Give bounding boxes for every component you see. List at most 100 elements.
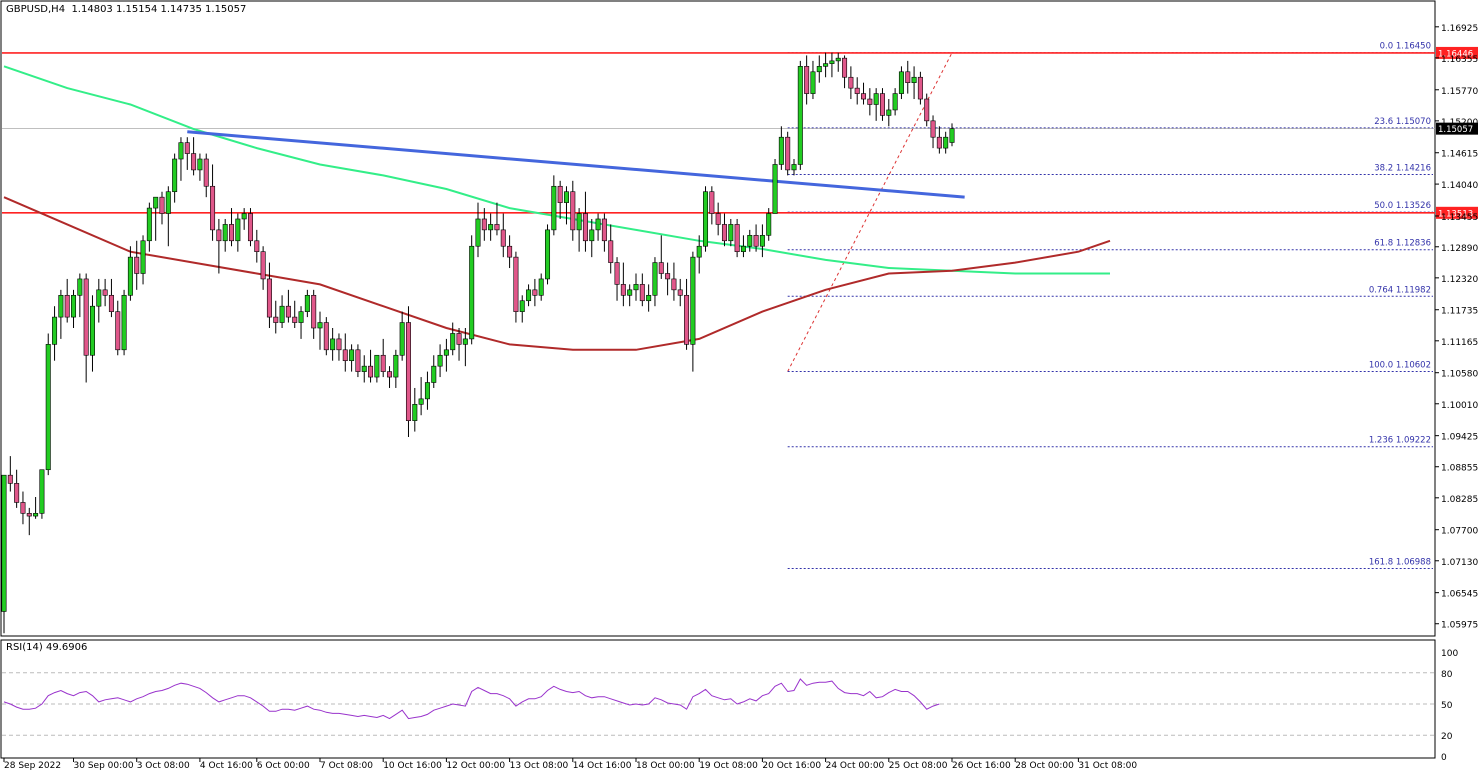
bull-candle [450,333,456,351]
time-tick-label: 6 Oct 00:00 [257,761,310,771]
bull-candle [317,322,323,329]
bull-candle [298,311,304,323]
bull-candle [197,158,203,171]
price-tick-label: 1.10580 [1441,370,1478,380]
horizontal-level-label: 1.16446 [1438,49,1473,59]
bear-candle [229,224,235,242]
bear-candle [14,483,20,503]
bear-candle [83,278,89,356]
candles-layer [1,52,955,634]
rsi-tick-label: 100 [1441,649,1458,659]
bear-candle [247,213,253,242]
time-tick-label: 7 Oct 08:00 [320,761,373,771]
grid-layer [0,0,1436,759]
symbol-label: GBPUSD,H4 [6,4,66,15]
time-tick-label: 24 Oct 00:00 [826,761,885,771]
bull-candle [424,382,430,400]
bull-candle [791,164,797,171]
bear-candle [715,213,721,225]
bull-candle [475,218,481,247]
price-tick-label: 1.16925 [1441,24,1478,34]
bull-candle [418,398,424,405]
bear-candle [532,289,538,296]
bear-candle [102,289,108,296]
bear-candle [557,185,563,203]
bull-candle [589,229,595,242]
bear-candle [184,142,190,154]
bull-candle [33,513,39,517]
bull-candle [235,218,241,242]
bear-candle [260,251,266,280]
bull-candle [279,305,285,323]
horizontal-level-label: 1.13513 [1438,209,1473,219]
bear-candle [721,224,727,242]
fibonacci-layer: 0.0 1.16450 23.6 1.15070 38.2 1.14216 50.0 … [787,42,1433,570]
bear-candle [753,235,759,247]
horizontal-level-box [1436,206,1478,219]
moving-average-line [3,196,1111,351]
bear-candle [848,76,854,89]
bull-candle [172,158,178,193]
bull-candle [778,136,784,165]
bull-candle [551,185,557,231]
bull-candle [374,354,380,378]
price-axis-layer: 1.16925 1.16355 1.15770 1.15200 1.14615 1.140… [1435,24,1478,631]
bull-candle [165,191,171,214]
bull-candle [633,284,639,291]
price-tick-label: 1.14615 [1441,150,1478,160]
bull-candle [519,300,525,312]
bull-candle [886,109,892,116]
bull-candle [178,142,184,160]
current-price-label: 1.15057 [1438,125,1473,135]
bull-candle [892,93,898,111]
time-tick-label: 28 Oct 00:00 [1015,761,1074,771]
bull-candle [747,235,753,247]
price-tick-label: 1.12890 [1441,244,1478,254]
bull-candle [835,57,841,62]
fibonacci-level-label: 38.2 1.14216 [1374,163,1431,173]
bull-candle [241,213,247,220]
bull-candle [77,278,83,296]
bear-candle [203,158,209,187]
bear-candle [64,294,70,318]
bear-candle [7,474,13,484]
bear-candle [273,316,279,323]
price-tick-label: 1.12320 [1441,275,1478,285]
bull-candle [462,338,468,345]
rsi-tick-label: 0 [1441,753,1447,763]
rsi-tick-label: 80 [1441,670,1453,680]
bull-candle [121,294,127,351]
rsi-line [3,678,940,720]
bear-candle [368,365,374,378]
bear-candle [804,66,810,94]
bear-candle [292,316,298,323]
bear-candle [336,338,342,351]
bull-candle [810,71,816,94]
bear-candle [387,371,393,378]
bull-candle [652,262,658,296]
bull-candle [127,256,133,296]
bull-candle [797,66,803,165]
bear-candle [20,502,26,514]
time-tick-label: 3 Oct 08:00 [137,761,190,771]
bull-candle [146,207,152,242]
bear-candle [614,262,620,285]
price-tick-label: 1.15200 [1441,118,1478,128]
bear-candle [507,245,513,258]
bear-candle [785,136,791,171]
price-tick-label: 1.11165 [1441,338,1478,348]
bear-candle [355,349,361,372]
price-tick-label: 1.08855 [1441,464,1478,474]
price-tick-label: 1.16355 [1441,55,1478,65]
bear-candle [108,294,114,312]
bull-candle [728,224,734,242]
price-tick-label: 1.07130 [1441,558,1478,568]
bull-candle [576,213,582,231]
bull-candle [52,316,58,345]
bull-candle [153,196,159,209]
time-tick-label: 4 Oct 16:00 [200,761,253,771]
time-tick-label: 30 Sep 00:00 [74,761,134,771]
bull-candle [431,365,437,383]
